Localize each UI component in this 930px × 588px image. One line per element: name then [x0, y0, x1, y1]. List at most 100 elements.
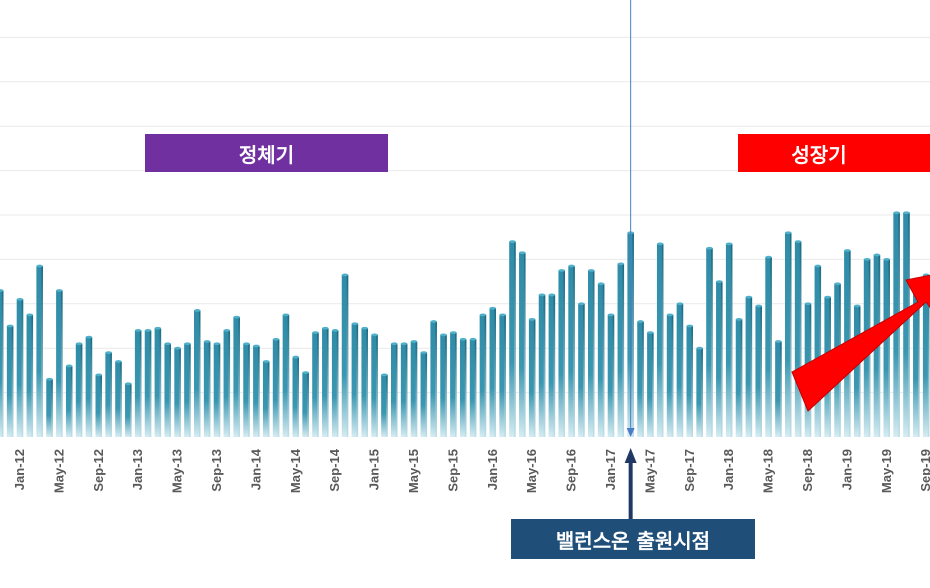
- bar: [312, 332, 319, 437]
- bar-cap: [617, 262, 625, 266]
- bar-cap: [656, 242, 664, 246]
- bar: [519, 252, 526, 437]
- bar: [65, 365, 73, 437]
- bar-shade: [543, 294, 546, 437]
- bar-shade: [1, 290, 4, 437]
- bar-shade: [553, 294, 556, 437]
- bar: [499, 314, 506, 437]
- bar: [676, 303, 684, 437]
- bar-shade: [681, 303, 684, 437]
- bar-cap: [164, 342, 171, 346]
- bar-cap: [686, 324, 693, 328]
- bar-shade: [100, 374, 102, 437]
- bar-shade: [711, 248, 713, 437]
- bar-shade: [927, 274, 930, 437]
- bar: [853, 306, 861, 437]
- bar-shade: [307, 372, 309, 437]
- bar: [755, 306, 762, 437]
- bar-shade: [228, 330, 231, 437]
- bar-shade: [159, 328, 162, 437]
- bar-shade: [504, 314, 506, 437]
- bar-cap: [558, 269, 565, 272]
- bar: [706, 248, 713, 437]
- bar-shade: [277, 339, 280, 437]
- bar-shade: [888, 259, 890, 437]
- bar: [588, 270, 595, 437]
- bar: [302, 372, 309, 437]
- bar-shade: [386, 374, 388, 437]
- bar-shade: [474, 339, 477, 437]
- bar-cap: [85, 335, 93, 339]
- bar-cap: [253, 344, 260, 348]
- bar-cap: [785, 231, 792, 235]
- bar: [922, 274, 930, 437]
- bar-shade: [592, 270, 595, 437]
- bar: [46, 379, 53, 437]
- bar-cap: [637, 320, 644, 323]
- x-tick-label: May-15: [406, 449, 421, 493]
- bar: [903, 212, 910, 437]
- bar: [775, 341, 782, 437]
- bar-cap: [568, 264, 575, 268]
- bar-cap: [814, 264, 822, 268]
- bar-shade: [317, 332, 319, 437]
- bar: [253, 345, 260, 437]
- bar-cap: [16, 297, 24, 301]
- bar-shade: [661, 243, 664, 437]
- bar-shade: [799, 241, 802, 437]
- bar-cap: [775, 340, 782, 343]
- bar-cap: [853, 304, 861, 308]
- bar-shade: [189, 343, 191, 437]
- bar: [16, 299, 24, 437]
- bar-shade: [455, 332, 457, 437]
- bar-cap: [0, 289, 4, 292]
- bar-shade: [573, 266, 575, 437]
- bar-cap: [322, 326, 329, 330]
- bar: [381, 374, 388, 437]
- bar: [617, 263, 625, 437]
- stagnation-period-label: 정체기: [145, 134, 388, 172]
- bar: [105, 352, 112, 437]
- bar: [282, 314, 290, 437]
- bar-cap: [716, 280, 723, 283]
- bar: [331, 330, 339, 437]
- bar-shade: [258, 345, 260, 437]
- bar-shade: [415, 341, 418, 437]
- bar-cap: [538, 293, 546, 297]
- bar-shade: [179, 348, 181, 437]
- bar-shade: [819, 266, 822, 437]
- bar-cap: [331, 329, 339, 332]
- bar-shade: [11, 326, 14, 437]
- bar-cap: [174, 346, 181, 350]
- bar-cap: [381, 373, 388, 377]
- bar-cap: [75, 342, 83, 346]
- x-tick-label: Sep-14: [327, 448, 342, 491]
- bar-shade: [21, 299, 24, 437]
- x-tick-label: Jan-13: [130, 449, 145, 490]
- bar-cap: [676, 302, 684, 306]
- bar-shade: [691, 326, 693, 437]
- bar-shade: [770, 257, 772, 437]
- bar: [154, 328, 162, 437]
- bar-cap: [282, 313, 290, 317]
- bar: [322, 328, 329, 437]
- bar-cap: [213, 342, 221, 346]
- bar-cap: [607, 313, 615, 317]
- bar-shade: [760, 306, 762, 437]
- bar: [203, 341, 211, 437]
- bar-shade: [120, 361, 122, 437]
- x-tick-label: Sep-13: [209, 449, 224, 492]
- bar: [716, 281, 723, 437]
- bar: [272, 339, 280, 437]
- bar-cap: [105, 351, 112, 355]
- bar-shade: [671, 314, 674, 437]
- bar: [134, 330, 142, 437]
- bar-shade: [41, 266, 43, 437]
- bar: [371, 334, 378, 437]
- bar: [450, 332, 457, 437]
- bar: [223, 330, 231, 437]
- bar-cap: [243, 342, 250, 346]
- bar-shade: [395, 343, 398, 437]
- bar-cap: [893, 211, 900, 215]
- bar-shade: [622, 263, 625, 437]
